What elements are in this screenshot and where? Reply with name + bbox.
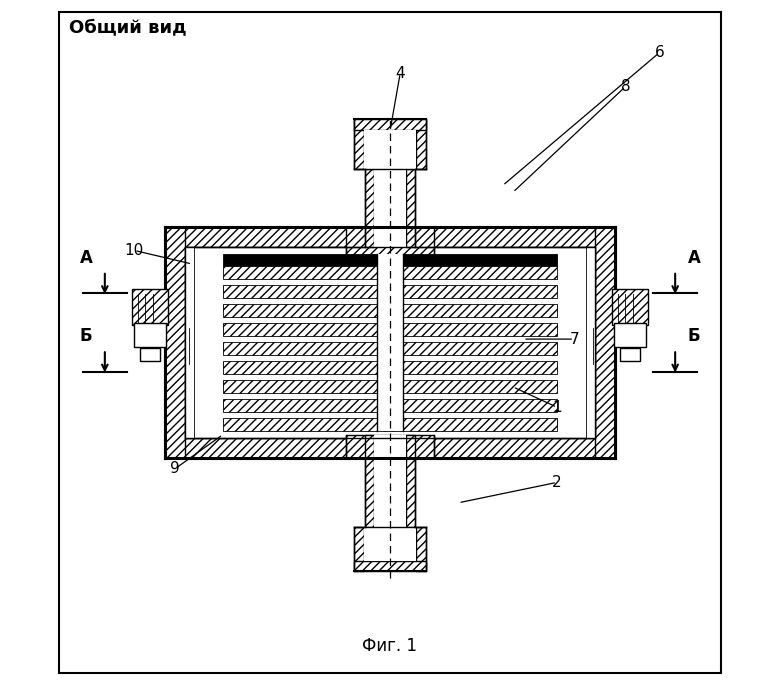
Bar <box>406 169 414 247</box>
Bar <box>374 169 406 247</box>
Text: 4: 4 <box>395 66 405 81</box>
Bar <box>165 438 615 458</box>
Bar <box>377 254 403 431</box>
Bar <box>186 247 594 438</box>
Bar <box>377 286 403 292</box>
Bar <box>620 349 640 361</box>
Bar <box>377 306 403 311</box>
Bar <box>223 286 557 292</box>
Text: Фиг. 1: Фиг. 1 <box>363 637 417 655</box>
Bar <box>346 434 434 458</box>
Bar <box>364 129 416 169</box>
Text: Б: Б <box>80 327 93 345</box>
Bar <box>223 361 557 374</box>
Bar <box>223 323 557 336</box>
Bar <box>223 254 557 266</box>
Bar <box>223 266 557 279</box>
Bar <box>374 434 406 527</box>
Bar <box>377 343 403 349</box>
Text: Общий вид: Общий вид <box>69 18 187 36</box>
Bar <box>377 382 403 387</box>
Bar <box>354 119 364 169</box>
Bar <box>406 434 414 527</box>
Text: 6: 6 <box>654 45 665 60</box>
Bar <box>223 304 557 317</box>
Bar <box>165 227 615 458</box>
Bar <box>223 401 557 406</box>
Bar <box>416 119 426 169</box>
Text: А: А <box>80 249 93 266</box>
Bar <box>377 401 403 406</box>
Text: Б: Б <box>687 327 700 345</box>
Bar <box>223 325 557 330</box>
Bar <box>165 227 615 247</box>
Text: 7: 7 <box>569 332 579 347</box>
Text: 8: 8 <box>621 79 630 94</box>
Text: 9: 9 <box>170 461 180 476</box>
Bar <box>223 306 557 311</box>
Bar <box>223 362 557 369</box>
Bar <box>377 362 403 369</box>
Bar <box>223 419 557 425</box>
Bar <box>377 419 403 425</box>
Bar <box>364 527 416 561</box>
Bar <box>134 323 165 347</box>
Bar <box>594 227 615 458</box>
Bar <box>354 561 426 571</box>
Bar <box>586 247 594 438</box>
Bar <box>223 343 557 349</box>
Bar <box>223 382 557 387</box>
Bar <box>346 227 434 271</box>
Bar <box>140 349 160 361</box>
Bar <box>186 247 194 438</box>
Bar <box>615 323 646 347</box>
Bar <box>223 342 557 356</box>
Bar <box>223 399 557 412</box>
Bar <box>223 418 557 431</box>
Bar <box>223 285 557 298</box>
Bar <box>366 434 374 527</box>
Text: А: А <box>687 249 700 266</box>
Text: 1: 1 <box>552 400 562 415</box>
Bar <box>612 289 648 325</box>
Bar <box>132 289 168 325</box>
Bar <box>366 169 374 247</box>
Bar <box>416 527 426 571</box>
Bar <box>354 527 364 571</box>
Text: 2: 2 <box>552 475 562 490</box>
Bar <box>377 325 403 330</box>
Text: 10: 10 <box>125 243 144 258</box>
Bar <box>223 380 557 393</box>
Bar <box>354 119 426 129</box>
Bar <box>165 227 186 458</box>
